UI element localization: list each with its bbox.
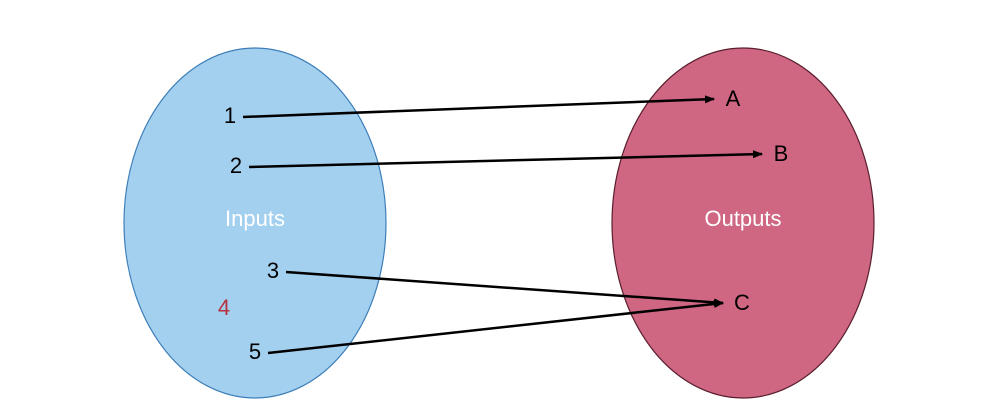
inputs-set-title: Inputs <box>225 206 285 231</box>
input-item-1: 1 <box>223 103 237 128</box>
outputs-set-title: Outputs <box>704 206 782 231</box>
output-item-a: A <box>725 86 741 111</box>
arrow-3-to-c <box>285 270 724 307</box>
outputs-set-ellipse <box>611 47 875 399</box>
arrow-5-to-c <box>267 300 724 355</box>
input-item-3: 3 <box>266 258 280 283</box>
arrow-2-to-b <box>248 150 763 169</box>
arrow-1-to-a <box>242 95 715 119</box>
output-item-c: C <box>734 290 750 315</box>
mapping-arrows <box>242 95 763 355</box>
input-item-5: 5 <box>248 339 262 364</box>
input-item-4-unmapped: 4 <box>217 295 231 320</box>
inputs-set-ellipse <box>123 47 387 399</box>
output-item-b: B <box>773 141 789 166</box>
input-item-2: 2 <box>229 153 243 178</box>
